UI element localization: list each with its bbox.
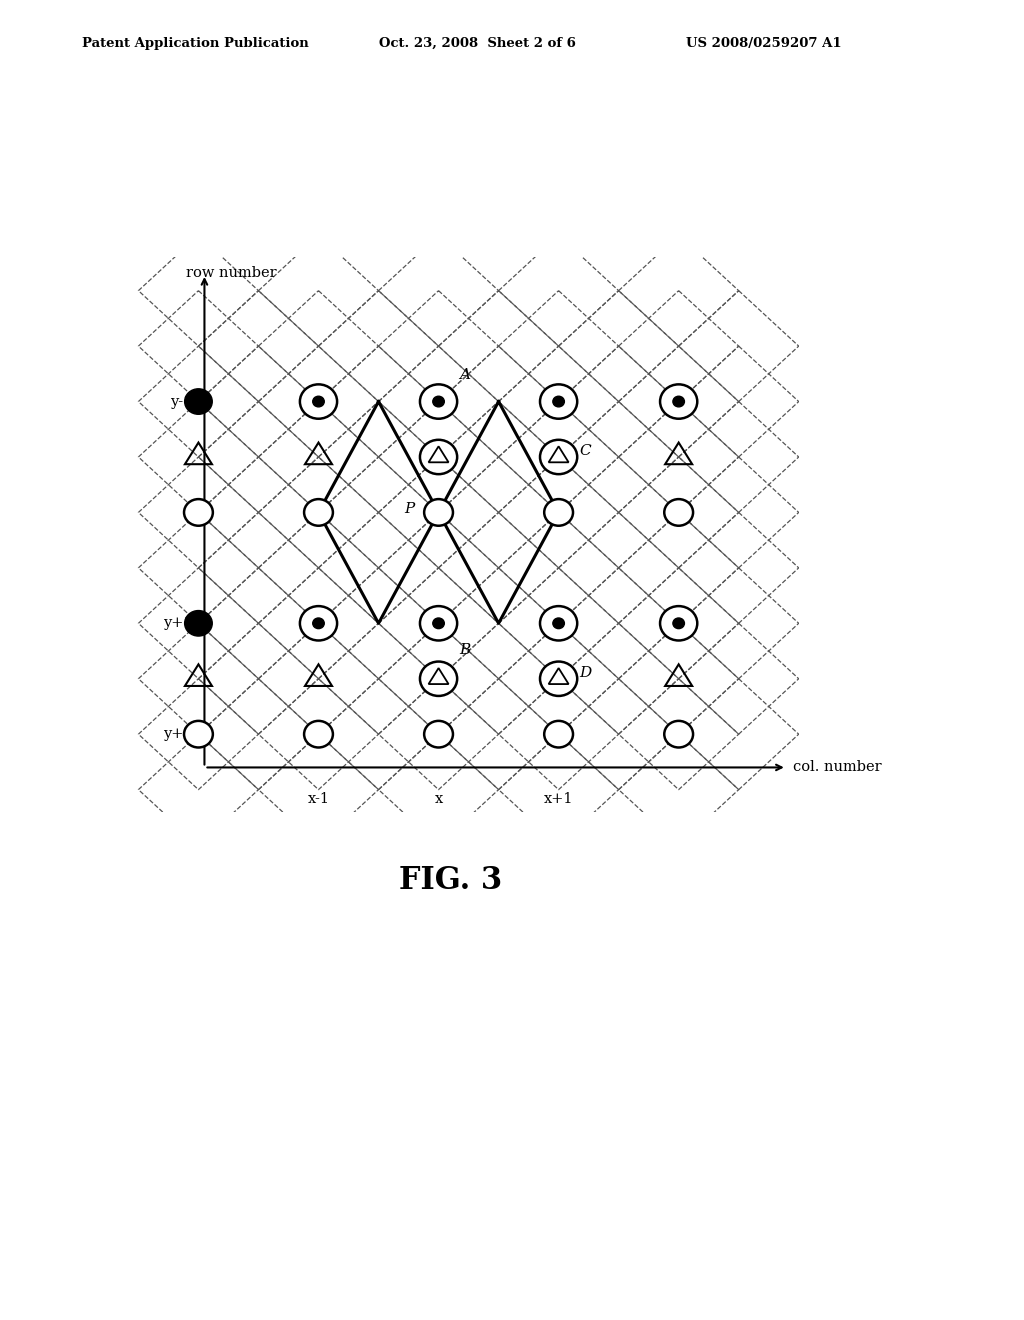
Circle shape [673, 396, 684, 407]
Circle shape [424, 721, 453, 747]
Circle shape [433, 618, 444, 628]
Circle shape [420, 606, 457, 640]
Circle shape [304, 721, 333, 747]
Circle shape [304, 499, 333, 525]
Text: col. number: col. number [793, 760, 882, 775]
Circle shape [540, 606, 578, 640]
Circle shape [665, 499, 693, 525]
Text: C: C [579, 445, 591, 458]
Text: US 2008/0259207 A1: US 2008/0259207 A1 [686, 37, 842, 50]
Circle shape [420, 661, 457, 696]
Text: Patent Application Publication: Patent Application Publication [82, 37, 308, 50]
Text: P: P [404, 502, 415, 516]
Circle shape [553, 618, 564, 628]
Text: x+1: x+1 [544, 792, 573, 805]
Text: D: D [579, 667, 591, 680]
Circle shape [673, 618, 684, 628]
Text: y: y [184, 506, 193, 520]
Circle shape [424, 499, 453, 525]
Text: A: A [459, 367, 470, 381]
Circle shape [420, 384, 457, 418]
Circle shape [660, 384, 697, 418]
Circle shape [300, 384, 337, 418]
Circle shape [184, 611, 212, 636]
Text: B: B [459, 643, 470, 657]
Circle shape [300, 606, 337, 640]
Circle shape [553, 396, 564, 407]
Circle shape [312, 618, 325, 628]
Circle shape [184, 389, 212, 414]
Circle shape [540, 440, 578, 474]
Circle shape [540, 661, 578, 696]
Circle shape [184, 721, 213, 747]
Text: row number: row number [186, 267, 278, 280]
Circle shape [665, 721, 693, 747]
Circle shape [544, 721, 573, 747]
Text: x: x [434, 792, 442, 805]
Text: y+2: y+2 [163, 727, 193, 742]
Circle shape [540, 384, 578, 418]
Text: Oct. 23, 2008  Sheet 2 of 6: Oct. 23, 2008 Sheet 2 of 6 [379, 37, 575, 50]
Text: y+1: y+1 [163, 616, 193, 631]
Circle shape [544, 499, 573, 525]
Circle shape [184, 499, 213, 525]
Circle shape [312, 396, 325, 407]
Text: FIG. 3: FIG. 3 [399, 865, 502, 895]
Circle shape [420, 440, 457, 474]
Circle shape [660, 606, 697, 640]
Text: y-1: y-1 [170, 395, 193, 409]
Circle shape [433, 396, 444, 407]
Text: x-1: x-1 [307, 792, 330, 805]
